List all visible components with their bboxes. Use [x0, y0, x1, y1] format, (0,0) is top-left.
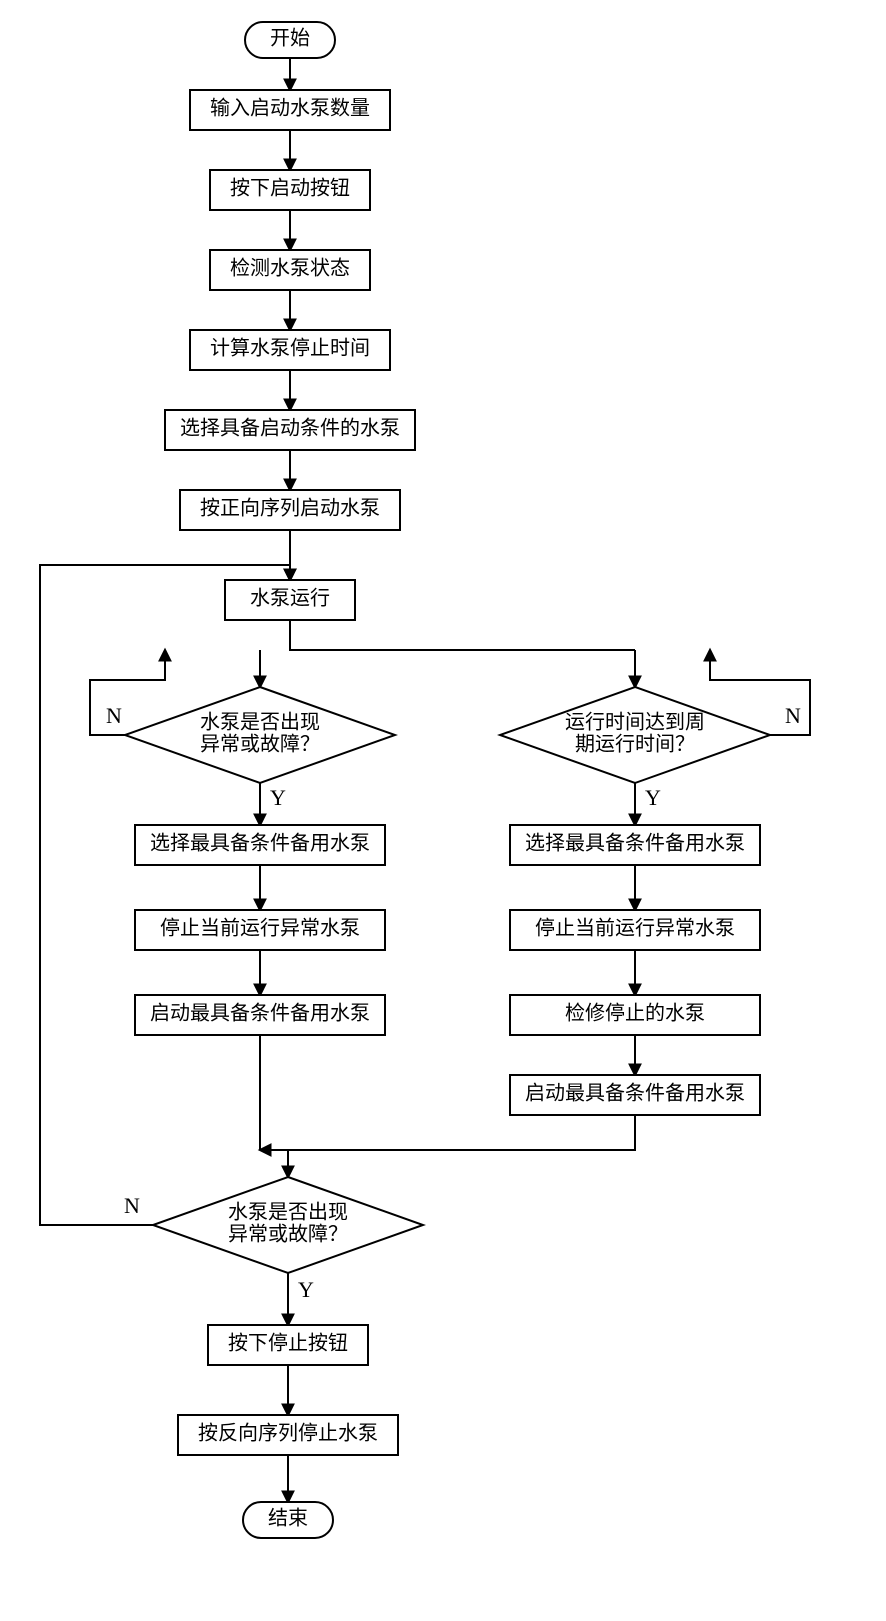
node-label: 选择具备启动条件的水泵 — [180, 417, 400, 440]
node-label: 选择最具备条件备用水泵 — [525, 832, 745, 855]
node-label: 检修停止的水泵 — [565, 1002, 705, 1025]
node-r1: 选择最具备条件备用水泵 — [510, 825, 760, 865]
node-label: 检测水泵状态 — [230, 257, 350, 280]
node-l3: 启动最具备条件备用水泵 — [135, 995, 385, 1035]
node-start: 开始 — [245, 22, 335, 58]
node-label: 结束 — [268, 1507, 308, 1530]
node-label: 异常或故障？ — [200, 733, 320, 756]
node-label: 运行时间达到周 — [565, 711, 705, 734]
node-n8: 按下停止按钮 — [208, 1325, 368, 1365]
edge-label: N — [785, 703, 801, 728]
edge-d1_N_loop — [90, 650, 165, 735]
node-label: 按反向序列停止水泵 — [198, 1422, 378, 1445]
node-n6: 按正向序列启动水泵 — [180, 490, 400, 530]
node-n7: 水泵运行 — [225, 580, 355, 620]
node-label: 按下停止按钮 — [228, 1332, 348, 1355]
node-r3: 检修停止的水泵 — [510, 995, 760, 1035]
node-label: 期运行时间？ — [575, 733, 695, 756]
edge-label: Y — [645, 785, 661, 810]
node-label: 启动最具备条件备用水泵 — [150, 1002, 370, 1025]
node-l1: 选择最具备条件备用水泵 — [135, 825, 385, 865]
node-n3: 检测水泵状态 — [210, 250, 370, 290]
node-d1: 水泵是否出现异常或故障？ — [125, 687, 395, 783]
node-n9: 按反向序列停止水泵 — [178, 1415, 398, 1455]
nodes-layer: 开始输入启动水泵数量按下启动按钮检测水泵状态计算水泵停止时间选择具备启动条件的水… — [125, 22, 770, 1538]
node-label: 停止当前运行异常水泵 — [160, 917, 360, 940]
edge-label: N — [124, 1193, 140, 1218]
node-label: 水泵运行 — [250, 587, 330, 610]
node-r2: 停止当前运行异常水泵 — [510, 910, 760, 950]
node-label: 按正向序列启动水泵 — [200, 497, 380, 520]
node-label: 水泵是否出现 — [228, 1201, 348, 1224]
node-n2: 按下启动按钮 — [210, 170, 370, 210]
node-label: 异常或故障？ — [228, 1223, 348, 1246]
node-n5: 选择具备启动条件的水泵 — [165, 410, 415, 450]
edges-layer — [40, 58, 810, 1502]
node-label: 输入启动水泵数量 — [210, 97, 370, 120]
edge-label: Y — [298, 1277, 314, 1302]
node-label: 水泵是否出现 — [200, 711, 320, 734]
node-n1: 输入启动水泵数量 — [190, 90, 390, 130]
node-l2: 停止当前运行异常水泵 — [135, 910, 385, 950]
node-label: 计算水泵停止时间 — [210, 337, 370, 360]
edge-label: Y — [270, 785, 286, 810]
edge-r4_join — [260, 1115, 635, 1150]
node-label: 开始 — [270, 27, 310, 50]
edge-n7_split — [290, 620, 635, 650]
flowchart-canvas: 开始输入启动水泵数量按下启动按钮检测水泵状态计算水泵停止时间选择具备启动条件的水… — [0, 0, 886, 1621]
node-d2: 运行时间达到周期运行时间？ — [500, 687, 770, 783]
node-end: 结束 — [243, 1502, 333, 1538]
node-label: 按下启动按钮 — [230, 177, 350, 200]
node-label: 停止当前运行异常水泵 — [535, 917, 735, 940]
node-label: 启动最具备条件备用水泵 — [525, 1082, 745, 1105]
node-n4: 计算水泵停止时间 — [190, 330, 390, 370]
node-d3: 水泵是否出现异常或故障？ — [153, 1177, 423, 1273]
node-r4: 启动最具备条件备用水泵 — [510, 1075, 760, 1115]
node-label: 选择最具备条件备用水泵 — [150, 832, 370, 855]
edge-label: N — [106, 703, 122, 728]
